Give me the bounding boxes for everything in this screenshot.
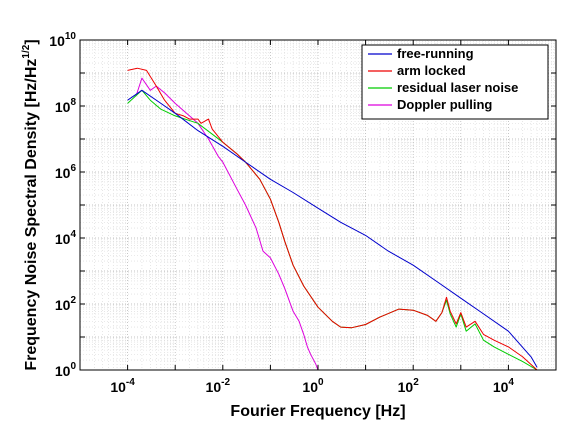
x-tick-label: 100 [302, 377, 324, 395]
x-tick-label: 10-2 [206, 377, 231, 395]
x-tick-label: 102 [398, 377, 420, 395]
y-tick-label: 104 [55, 229, 77, 247]
series-line-free-running [127, 89, 538, 368]
series-line-doppler-pulling [135, 77, 319, 371]
legend-label: Doppler pulling [397, 97, 492, 112]
y-tick-label: 106 [55, 163, 77, 181]
y-tick-label: 102 [55, 295, 77, 313]
series-layer [127, 67, 538, 371]
x-tick-label: 10-4 [110, 377, 135, 395]
x-tick-labels: 10-4 10-2 100 102 104 [110, 377, 514, 395]
y-tick-labels: 100 102 104 106 108 1010 [49, 31, 76, 379]
tick-marks [79, 39, 557, 371]
y-axis-label-end: ] [23, 39, 40, 44]
y-axis-label-superscript: 1/2 [21, 44, 32, 58]
legend-label: arm locked [397, 63, 466, 78]
y-axis-label: Frequency Noise Spectral Density [Hz/Hz1… [21, 39, 40, 370]
series-line-arm-locked [127, 67, 538, 371]
y-tick-label: 100 [55, 361, 77, 379]
x-tick-label: 104 [493, 377, 515, 395]
x-axis-label: Fourier Frequency [Hz] [230, 403, 405, 420]
y-tick-label: 1010 [49, 31, 76, 49]
y-tick-label: 108 [55, 97, 77, 115]
legend-label: free-running [397, 46, 474, 61]
y-axis-label-main: Frequency Noise Spectral Density [Hz/Hz [23, 59, 40, 371]
legend-box [361, 44, 549, 120]
legend-label: residual laser noise [397, 80, 518, 95]
legend: free-running arm locked residual laser noi… [361, 44, 549, 120]
